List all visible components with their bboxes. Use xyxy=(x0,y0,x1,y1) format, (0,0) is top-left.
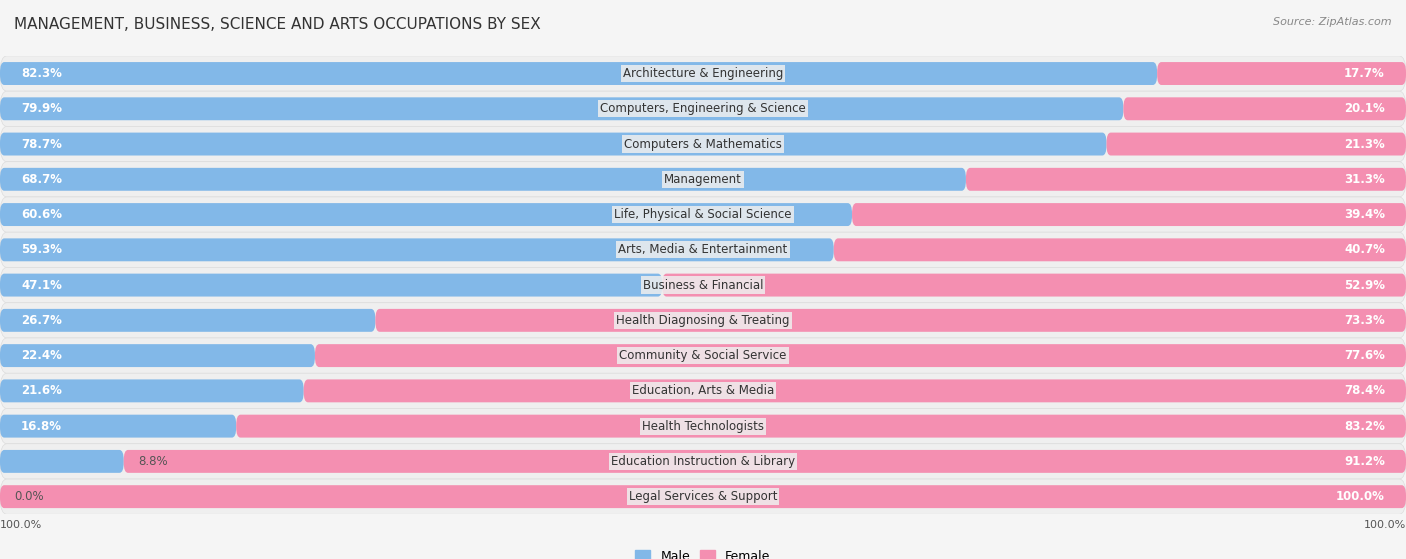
FancyBboxPatch shape xyxy=(0,267,1406,303)
FancyBboxPatch shape xyxy=(1107,132,1406,155)
Text: 82.3%: 82.3% xyxy=(21,67,62,80)
FancyBboxPatch shape xyxy=(0,303,1406,338)
Text: 39.4%: 39.4% xyxy=(1344,208,1385,221)
FancyBboxPatch shape xyxy=(0,162,1406,197)
Text: 31.3%: 31.3% xyxy=(1344,173,1385,186)
Text: MANAGEMENT, BUSINESS, SCIENCE AND ARTS OCCUPATIONS BY SEX: MANAGEMENT, BUSINESS, SCIENCE AND ARTS O… xyxy=(14,17,541,32)
FancyBboxPatch shape xyxy=(662,273,1406,296)
Text: 60.6%: 60.6% xyxy=(21,208,62,221)
Text: Community & Social Service: Community & Social Service xyxy=(619,349,787,362)
FancyBboxPatch shape xyxy=(0,62,1157,85)
FancyBboxPatch shape xyxy=(0,450,124,473)
Text: 40.7%: 40.7% xyxy=(1344,243,1385,257)
FancyBboxPatch shape xyxy=(0,415,236,438)
Text: Life, Physical & Social Science: Life, Physical & Social Science xyxy=(614,208,792,221)
Text: 21.6%: 21.6% xyxy=(21,385,62,397)
FancyBboxPatch shape xyxy=(0,56,1406,91)
Text: Business & Financial: Business & Financial xyxy=(643,278,763,292)
FancyBboxPatch shape xyxy=(1123,97,1406,120)
FancyBboxPatch shape xyxy=(1157,62,1406,85)
FancyBboxPatch shape xyxy=(0,309,375,332)
FancyBboxPatch shape xyxy=(0,97,1123,120)
FancyBboxPatch shape xyxy=(0,409,1406,444)
Text: 0.0%: 0.0% xyxy=(14,490,44,503)
FancyBboxPatch shape xyxy=(0,273,662,296)
Text: 77.6%: 77.6% xyxy=(1344,349,1385,362)
FancyBboxPatch shape xyxy=(0,132,1107,155)
FancyBboxPatch shape xyxy=(966,168,1406,191)
Text: Computers & Mathematics: Computers & Mathematics xyxy=(624,138,782,150)
Text: 16.8%: 16.8% xyxy=(21,420,62,433)
Text: 79.9%: 79.9% xyxy=(21,102,62,115)
FancyBboxPatch shape xyxy=(0,126,1406,162)
FancyBboxPatch shape xyxy=(236,415,1406,438)
FancyBboxPatch shape xyxy=(304,380,1406,402)
Text: Architecture & Engineering: Architecture & Engineering xyxy=(623,67,783,80)
Text: 100.0%: 100.0% xyxy=(0,519,42,529)
Legend: Male, Female: Male, Female xyxy=(630,544,776,559)
FancyBboxPatch shape xyxy=(0,444,1406,479)
Text: Source: ZipAtlas.com: Source: ZipAtlas.com xyxy=(1274,17,1392,27)
FancyBboxPatch shape xyxy=(0,238,834,261)
FancyBboxPatch shape xyxy=(124,450,1406,473)
Text: Education Instruction & Library: Education Instruction & Library xyxy=(612,455,794,468)
Text: Arts, Media & Entertainment: Arts, Media & Entertainment xyxy=(619,243,787,257)
Text: Management: Management xyxy=(664,173,742,186)
Text: 21.3%: 21.3% xyxy=(1344,138,1385,150)
FancyBboxPatch shape xyxy=(0,168,966,191)
FancyBboxPatch shape xyxy=(0,479,1406,514)
Text: 100.0%: 100.0% xyxy=(1336,490,1385,503)
FancyBboxPatch shape xyxy=(852,203,1406,226)
Text: 17.7%: 17.7% xyxy=(1344,67,1385,80)
FancyBboxPatch shape xyxy=(0,380,304,402)
Text: 83.2%: 83.2% xyxy=(1344,420,1385,433)
FancyBboxPatch shape xyxy=(0,344,315,367)
Text: 52.9%: 52.9% xyxy=(1344,278,1385,292)
FancyBboxPatch shape xyxy=(315,344,1406,367)
Text: 73.3%: 73.3% xyxy=(1344,314,1385,327)
Text: 91.2%: 91.2% xyxy=(1344,455,1385,468)
FancyBboxPatch shape xyxy=(0,91,1406,126)
Text: 47.1%: 47.1% xyxy=(21,278,62,292)
Text: 22.4%: 22.4% xyxy=(21,349,62,362)
FancyBboxPatch shape xyxy=(0,203,852,226)
Text: Computers, Engineering & Science: Computers, Engineering & Science xyxy=(600,102,806,115)
FancyBboxPatch shape xyxy=(834,238,1406,261)
Text: Health Diagnosing & Treating: Health Diagnosing & Treating xyxy=(616,314,790,327)
Text: 59.3%: 59.3% xyxy=(21,243,62,257)
Text: 20.1%: 20.1% xyxy=(1344,102,1385,115)
FancyBboxPatch shape xyxy=(0,232,1406,267)
Text: 68.7%: 68.7% xyxy=(21,173,62,186)
FancyBboxPatch shape xyxy=(375,309,1406,332)
Text: Health Technologists: Health Technologists xyxy=(643,420,763,433)
FancyBboxPatch shape xyxy=(0,485,1406,508)
FancyBboxPatch shape xyxy=(0,338,1406,373)
Text: Education, Arts & Media: Education, Arts & Media xyxy=(631,385,775,397)
FancyBboxPatch shape xyxy=(0,373,1406,409)
Text: Legal Services & Support: Legal Services & Support xyxy=(628,490,778,503)
Text: 8.8%: 8.8% xyxy=(138,455,167,468)
Text: 100.0%: 100.0% xyxy=(1364,519,1406,529)
Text: 78.4%: 78.4% xyxy=(1344,385,1385,397)
Text: 26.7%: 26.7% xyxy=(21,314,62,327)
Text: 78.7%: 78.7% xyxy=(21,138,62,150)
FancyBboxPatch shape xyxy=(0,197,1406,232)
